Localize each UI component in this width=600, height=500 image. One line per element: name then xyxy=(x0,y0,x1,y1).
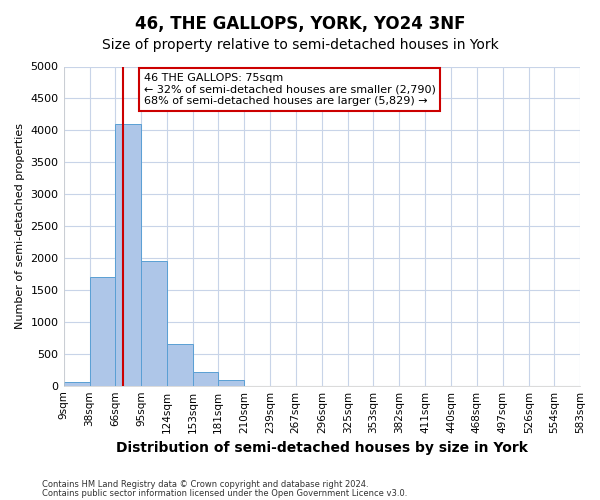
Text: Contains HM Land Registry data © Crown copyright and database right 2024.: Contains HM Land Registry data © Crown c… xyxy=(42,480,368,489)
Bar xyxy=(115,124,141,386)
Text: 46, THE GALLOPS, YORK, YO24 3NF: 46, THE GALLOPS, YORK, YO24 3NF xyxy=(135,15,465,33)
Bar xyxy=(193,372,218,386)
Bar xyxy=(218,380,244,386)
Text: Size of property relative to semi-detached houses in York: Size of property relative to semi-detach… xyxy=(101,38,499,52)
Bar xyxy=(141,261,167,386)
Bar xyxy=(89,277,115,386)
Bar xyxy=(167,344,193,386)
Y-axis label: Number of semi-detached properties: Number of semi-detached properties xyxy=(15,123,25,329)
X-axis label: Distribution of semi-detached houses by size in York: Distribution of semi-detached houses by … xyxy=(116,441,528,455)
Text: Contains public sector information licensed under the Open Government Licence v3: Contains public sector information licen… xyxy=(42,488,407,498)
Bar xyxy=(64,382,89,386)
Text: 46 THE GALLOPS: 75sqm
← 32% of semi-detached houses are smaller (2,790)
68% of s: 46 THE GALLOPS: 75sqm ← 32% of semi-deta… xyxy=(143,73,436,106)
